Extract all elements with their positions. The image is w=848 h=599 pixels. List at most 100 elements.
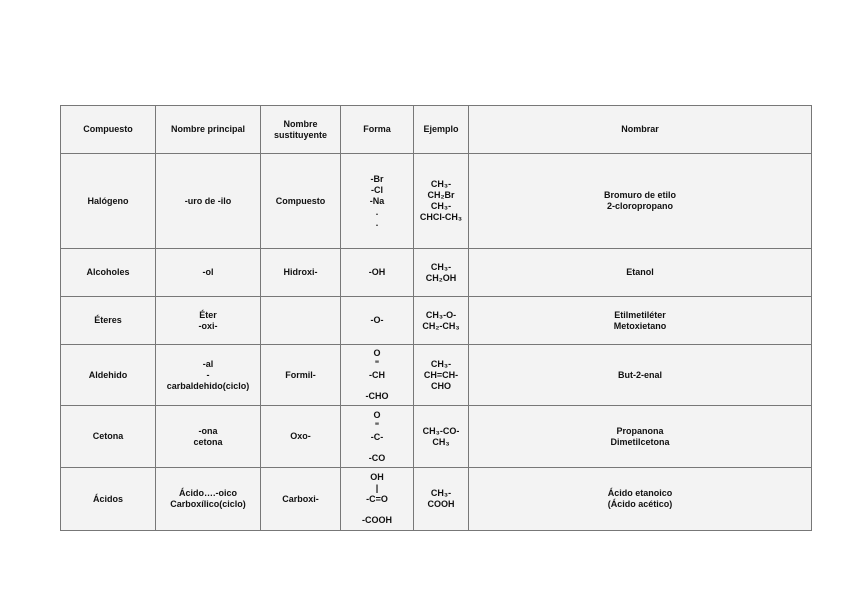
- table-row: Cetona -ona cetona Oxo- O " -C- -CO CH₃-CO- CH₃ Pr…: [60, 405, 812, 468]
- cell-line: (Ácido acético): [607, 499, 673, 509]
- cell-line: Nombre principal: [170, 124, 245, 134]
- table-cell: Propanona Dimetilcetona: [468, 405, 812, 468]
- table-row: Alcoholes -ol Hidroxi- -OH CH₃- CH₂OH Etanol: [60, 248, 812, 297]
- cell-line: Metoxietano: [613, 320, 667, 331]
- cell-line: CH₃: [432, 436, 450, 447]
- table-row: Éteres Éter -oxi- -O- CH₃-O- CH₂-CH₃ Etilmetil…: [60, 296, 812, 345]
- table-cell: Éter -oxi-: [155, 296, 261, 345]
- table-cell: Etanol: [468, 248, 812, 297]
- cell-line: CHO: [431, 380, 451, 391]
- cell-line: 2-cloropropano: [606, 201, 673, 211]
- header-cell: Forma: [340, 105, 414, 154]
- table-cell: -OH: [340, 248, 414, 297]
- cell-line: Propanona: [616, 425, 664, 436]
- cell-line: cetona: [193, 436, 223, 447]
- table-cell: CH₃-O- CH₂-CH₃: [413, 296, 469, 345]
- table-cell: Compuesto: [260, 153, 341, 249]
- cell-line: sustituyente: [273, 129, 327, 140]
- cell-line: Hidroxi-: [283, 267, 318, 277]
- table-row: Ácidos Ácido….-oico Carboxílico(ciclo) Carb…: [60, 467, 812, 531]
- cell-line: .: [375, 217, 379, 228]
- table-cell: Ácido etanoico (Ácido acético): [468, 467, 812, 531]
- table-cell: Éteres: [60, 296, 156, 345]
- cell-line: Cetona: [92, 431, 124, 441]
- cell-line: CH₃-CO-: [422, 425, 460, 436]
- cell-line: CHCl-CH₃: [419, 212, 463, 222]
- table-cell: -O-: [340, 296, 414, 345]
- table-cell: But-2-enal: [468, 344, 812, 406]
- table-cell: Bromuro de etilo 2-cloropropano: [468, 153, 812, 249]
- cell-line: Bromuro de etilo: [603, 190, 676, 200]
- cell-line: Éter: [199, 309, 217, 320]
- cell-line: O: [373, 409, 381, 420]
- table-cell: Formil-: [260, 344, 341, 406]
- cell-line: -CH: [369, 370, 385, 380]
- table-row: Aldehido -al - carbaldehido(ciclo) Formil- O "…: [60, 344, 812, 406]
- cell-line: -: [206, 369, 210, 380]
- cell-line: -Br: [370, 173, 384, 184]
- cell-line: Etanol: [626, 267, 654, 277]
- cell-line: CH₃-: [430, 179, 452, 189]
- table-cell: Carboxi-: [260, 467, 341, 531]
- cell-line: -O-: [370, 315, 384, 325]
- table-cell: OH | -C=O -COOH: [340, 467, 414, 531]
- table-cell: -ol: [155, 248, 261, 297]
- cell-line: CH₃-: [430, 201, 452, 211]
- cell-line: -C=O: [366, 494, 388, 504]
- table-cell: Alcoholes: [60, 248, 156, 297]
- header-row: Compuesto Nombre principal Nombre sustituye…: [60, 105, 812, 154]
- cell-line: CH₂-CH₃: [422, 320, 460, 331]
- cell-line: ": [374, 359, 380, 369]
- cell-line: Forma: [363, 124, 391, 134]
- table-cell: CH₃- CH₂Br CH₃- CHCl-CH₃: [413, 153, 469, 249]
- cell-line: -uro de -ilo: [184, 195, 232, 206]
- cell-line: -oxi-: [198, 320, 218, 331]
- cell-line: Ácido….-oico: [179, 488, 237, 498]
- nomenclature-table: Compuesto Nombre principal Nombre sustituye…: [60, 105, 812, 531]
- cell-line: -ona: [198, 425, 218, 436]
- cell-line: Carboxi-: [282, 493, 319, 504]
- header-cell: Ejemplo: [413, 105, 469, 154]
- table-cell: [260, 296, 341, 345]
- cell-line: CH₃-: [430, 358, 452, 369]
- cell-line: Etilmetiléter: [614, 309, 666, 320]
- header-cell: Nombre principal: [155, 105, 261, 154]
- cell-line: CH₃-O-: [425, 309, 457, 320]
- header-cell: Compuesto: [60, 105, 156, 154]
- table-cell: CH₃- COOH: [413, 467, 469, 531]
- table-cell: Etilmetiléter Metoxietano: [468, 296, 812, 345]
- cell-line: -Cl: [371, 184, 383, 195]
- cell-line: CH₃-: [430, 261, 452, 272]
- cell-line: -al: [202, 358, 214, 369]
- cell-line: -Na: [369, 195, 385, 206]
- table-cell: O " -CH -CHO: [340, 344, 414, 406]
- cell-line: Ácido etanoico: [607, 488, 673, 498]
- table-row: Halógeno -uro de -ilo Compuesto -Br -Cl -Na..…: [60, 153, 812, 249]
- table-cell: Oxo-: [260, 405, 341, 468]
- table-cell: -ona cetona: [155, 405, 261, 468]
- table-cell: -al - carbaldehido(ciclo): [155, 344, 261, 406]
- cell-line: -OH: [368, 267, 386, 277]
- cell-line: -COOH: [362, 515, 392, 525]
- table-cell: Halógeno: [60, 153, 156, 249]
- cell-line: OH: [370, 472, 384, 482]
- table-cell: CH₃-CO- CH₃: [413, 405, 469, 468]
- header-cell: Nombrar: [468, 105, 812, 154]
- cell-line: Alcoholes: [86, 267, 130, 277]
- cell-line: .: [375, 206, 379, 217]
- table-cell: Ácidos: [60, 467, 156, 531]
- table-cell: Cetona: [60, 405, 156, 468]
- table-cell: Hidroxi-: [260, 248, 341, 297]
- table-cell: CH₃- CH₂OH: [413, 248, 469, 297]
- cell-line: Ejemplo: [423, 124, 459, 134]
- cell-line: Compuesto: [83, 124, 133, 134]
- cell-line: CH₂OH: [425, 272, 457, 283]
- table-cell: Ácido….-oico Carboxílico(ciclo): [155, 467, 261, 531]
- cell-line: Nombrar: [621, 124, 659, 134]
- cell-line: Carboxílico(ciclo): [170, 499, 246, 509]
- cell-line: Oxo-: [290, 431, 311, 441]
- cell-line: -CO: [368, 452, 386, 463]
- table-cell: -Br -Cl -Na..: [340, 153, 414, 249]
- header-cell: Nombre sustituyente: [260, 105, 341, 154]
